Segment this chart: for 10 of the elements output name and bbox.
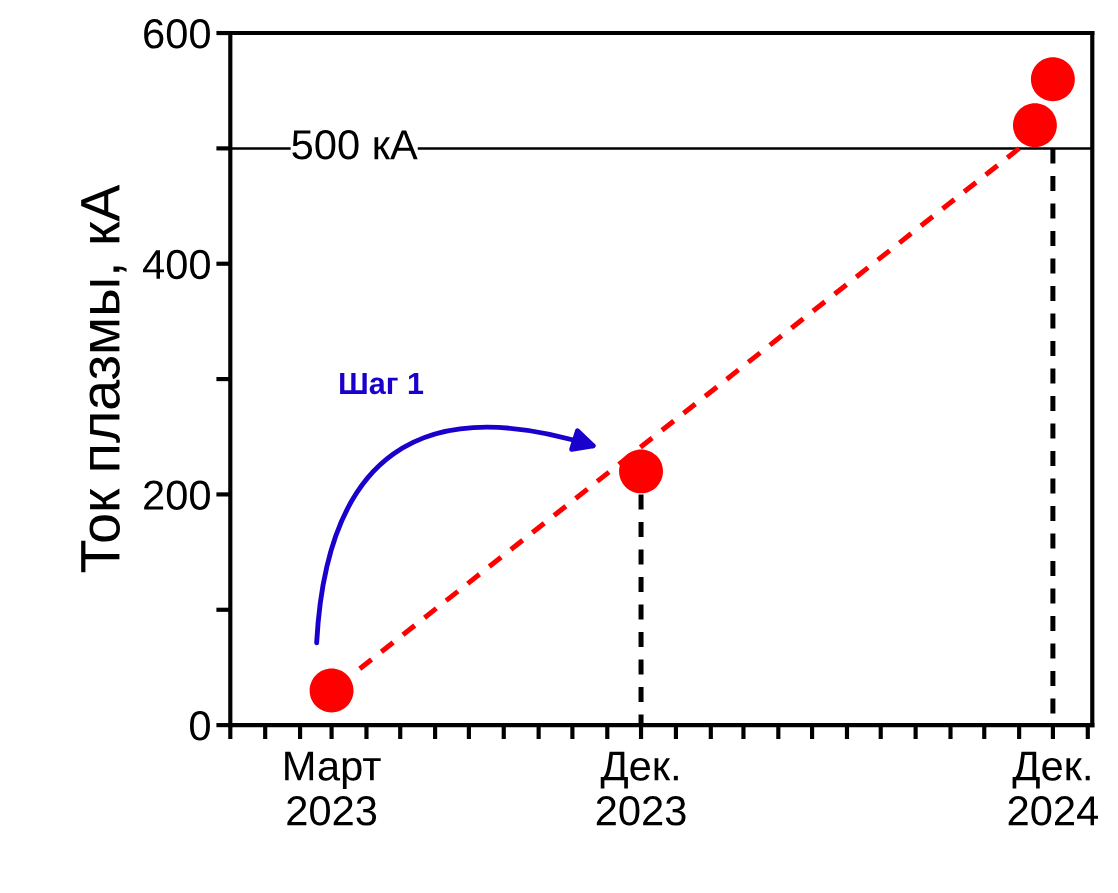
y-tick-label: 600 [144, 19, 210, 49]
x-tick-label: Март 2023 [285, 751, 381, 826]
annotation: Шаг 1 [340, 372, 424, 395]
ref-line-label: 500 кА [292, 130, 418, 160]
y-tick-label: 400 [143, 249, 210, 280]
y-tick-label: 0 [190, 711, 210, 741]
y-tick-label: 200 [144, 480, 210, 510]
x-tick-label: Дек. 2023 [596, 751, 686, 826]
x-tick-label: Дек. 2024 [1008, 751, 1099, 826]
y-axis-title: Ток плазмы, кА [81, 184, 127, 573]
